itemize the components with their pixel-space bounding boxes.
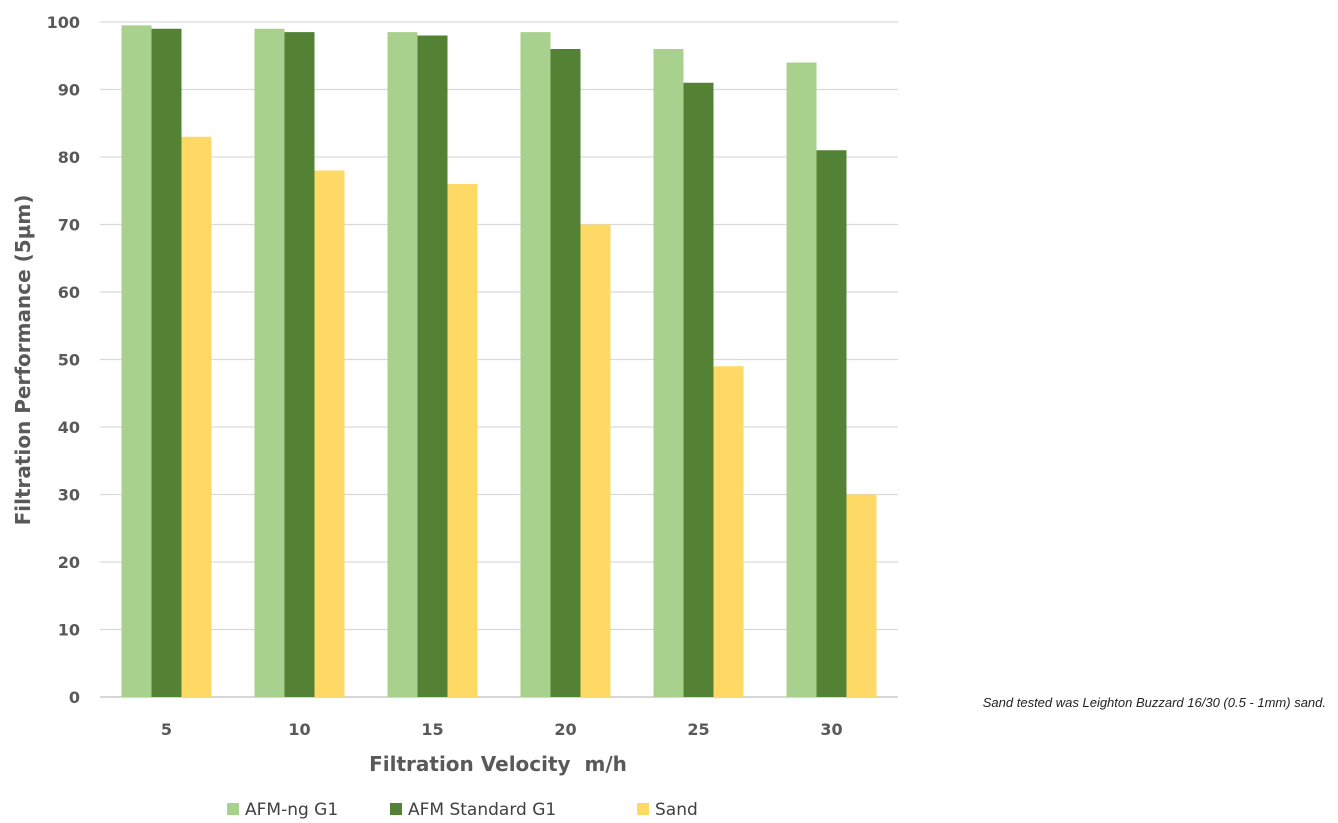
bar bbox=[550, 49, 581, 697]
bar bbox=[417, 35, 448, 697]
legend-label: AFM-ng G1 bbox=[245, 800, 338, 820]
x-tick-label: 30 bbox=[820, 720, 842, 739]
bar bbox=[314, 170, 345, 697]
y-tick-label: 40 bbox=[58, 418, 80, 437]
y-tick-label: 50 bbox=[58, 351, 80, 370]
bar bbox=[151, 28, 182, 697]
bar bbox=[713, 366, 744, 697]
bar bbox=[284, 32, 315, 697]
y-tick-label: 20 bbox=[58, 553, 80, 572]
y-axis-title: Filtration Performance (5µm) bbox=[11, 195, 35, 526]
legend-label: Sand bbox=[655, 800, 698, 820]
y-axis-ticks: 0 10 20 30 40 50 60 70 80 90 100 bbox=[47, 13, 80, 707]
x-tick-label: 5 bbox=[161, 720, 172, 739]
gridlines bbox=[100, 21, 898, 698]
x-tick-label: 10 bbox=[288, 720, 310, 739]
y-tick-label: 10 bbox=[58, 621, 80, 640]
x-axis-title: Filtration Velocity m/h bbox=[369, 752, 627, 776]
legend-label: AFM Standard G1 bbox=[408, 800, 556, 820]
x-axis-ticks: 5 10 15 20 25 30 bbox=[161, 720, 843, 739]
legend-swatch bbox=[637, 803, 649, 815]
y-tick-label: 30 bbox=[58, 486, 80, 505]
bar bbox=[181, 136, 212, 697]
y-tick-label: 0 bbox=[69, 688, 80, 707]
y-tick-label: 60 bbox=[58, 283, 80, 302]
x-tick-label: 25 bbox=[687, 720, 709, 739]
x-tick-label: 15 bbox=[421, 720, 443, 739]
y-tick-label: 100 bbox=[47, 13, 80, 32]
bar bbox=[653, 49, 684, 697]
bars bbox=[121, 25, 877, 697]
bar bbox=[447, 184, 478, 697]
x-tick-label: 20 bbox=[554, 720, 576, 739]
bar bbox=[387, 32, 418, 697]
y-tick-label: 70 bbox=[58, 216, 80, 235]
legend-swatch bbox=[227, 803, 239, 815]
legend-swatch bbox=[390, 803, 402, 815]
bar bbox=[121, 25, 152, 697]
bar bbox=[846, 494, 877, 697]
bar bbox=[816, 150, 847, 697]
bar bbox=[580, 224, 611, 697]
legend: AFM-ng G1 AFM Standard G1 Sand bbox=[227, 800, 698, 820]
bar bbox=[254, 28, 285, 697]
bar bbox=[683, 82, 714, 697]
y-tick-label: 80 bbox=[58, 148, 80, 167]
y-tick-label: 90 bbox=[58, 81, 80, 100]
bar bbox=[520, 32, 551, 697]
annotation-note: Sand tested was Leighton Buzzard 16/30 (… bbox=[983, 695, 1326, 710]
bar bbox=[786, 62, 817, 697]
